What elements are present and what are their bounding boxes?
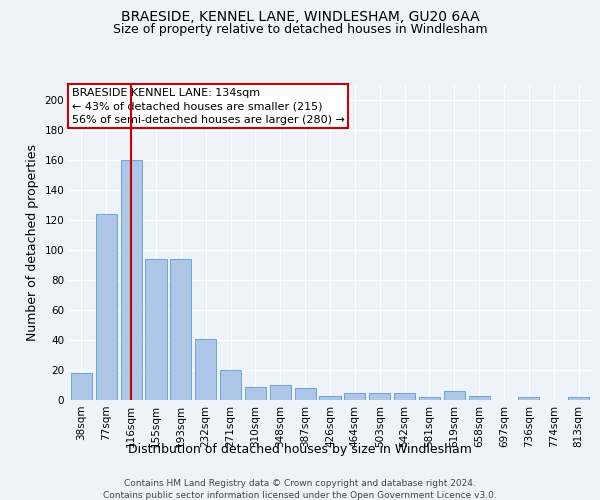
Bar	[195, 338, 216, 400]
Bar	[220, 370, 241, 400]
Bar	[71, 373, 92, 400]
Bar	[245, 386, 266, 400]
Bar	[518, 397, 539, 400]
Bar	[145, 259, 167, 400]
Bar	[319, 396, 341, 400]
Bar	[369, 392, 390, 400]
Bar	[394, 392, 415, 400]
Bar	[568, 397, 589, 400]
Bar	[469, 396, 490, 400]
Text: Distribution of detached houses by size in Windlesham: Distribution of detached houses by size …	[128, 442, 472, 456]
Bar	[96, 214, 117, 400]
Bar	[270, 385, 291, 400]
Text: Size of property relative to detached houses in Windlesham: Size of property relative to detached ho…	[113, 22, 487, 36]
Bar	[444, 391, 465, 400]
Text: Contains public sector information licensed under the Open Government Licence v3: Contains public sector information licen…	[103, 491, 497, 500]
Bar	[295, 388, 316, 400]
Bar	[344, 392, 365, 400]
Bar	[170, 259, 191, 400]
Bar	[121, 160, 142, 400]
Y-axis label: Number of detached properties: Number of detached properties	[26, 144, 39, 341]
Text: Contains HM Land Registry data © Crown copyright and database right 2024.: Contains HM Land Registry data © Crown c…	[124, 479, 476, 488]
Bar	[419, 397, 440, 400]
Text: BRAESIDE, KENNEL LANE, WINDLESHAM, GU20 6AA: BRAESIDE, KENNEL LANE, WINDLESHAM, GU20 …	[121, 10, 479, 24]
Text: BRAESIDE KENNEL LANE: 134sqm
← 43% of detached houses are smaller (215)
56% of s: BRAESIDE KENNEL LANE: 134sqm ← 43% of de…	[71, 88, 344, 124]
